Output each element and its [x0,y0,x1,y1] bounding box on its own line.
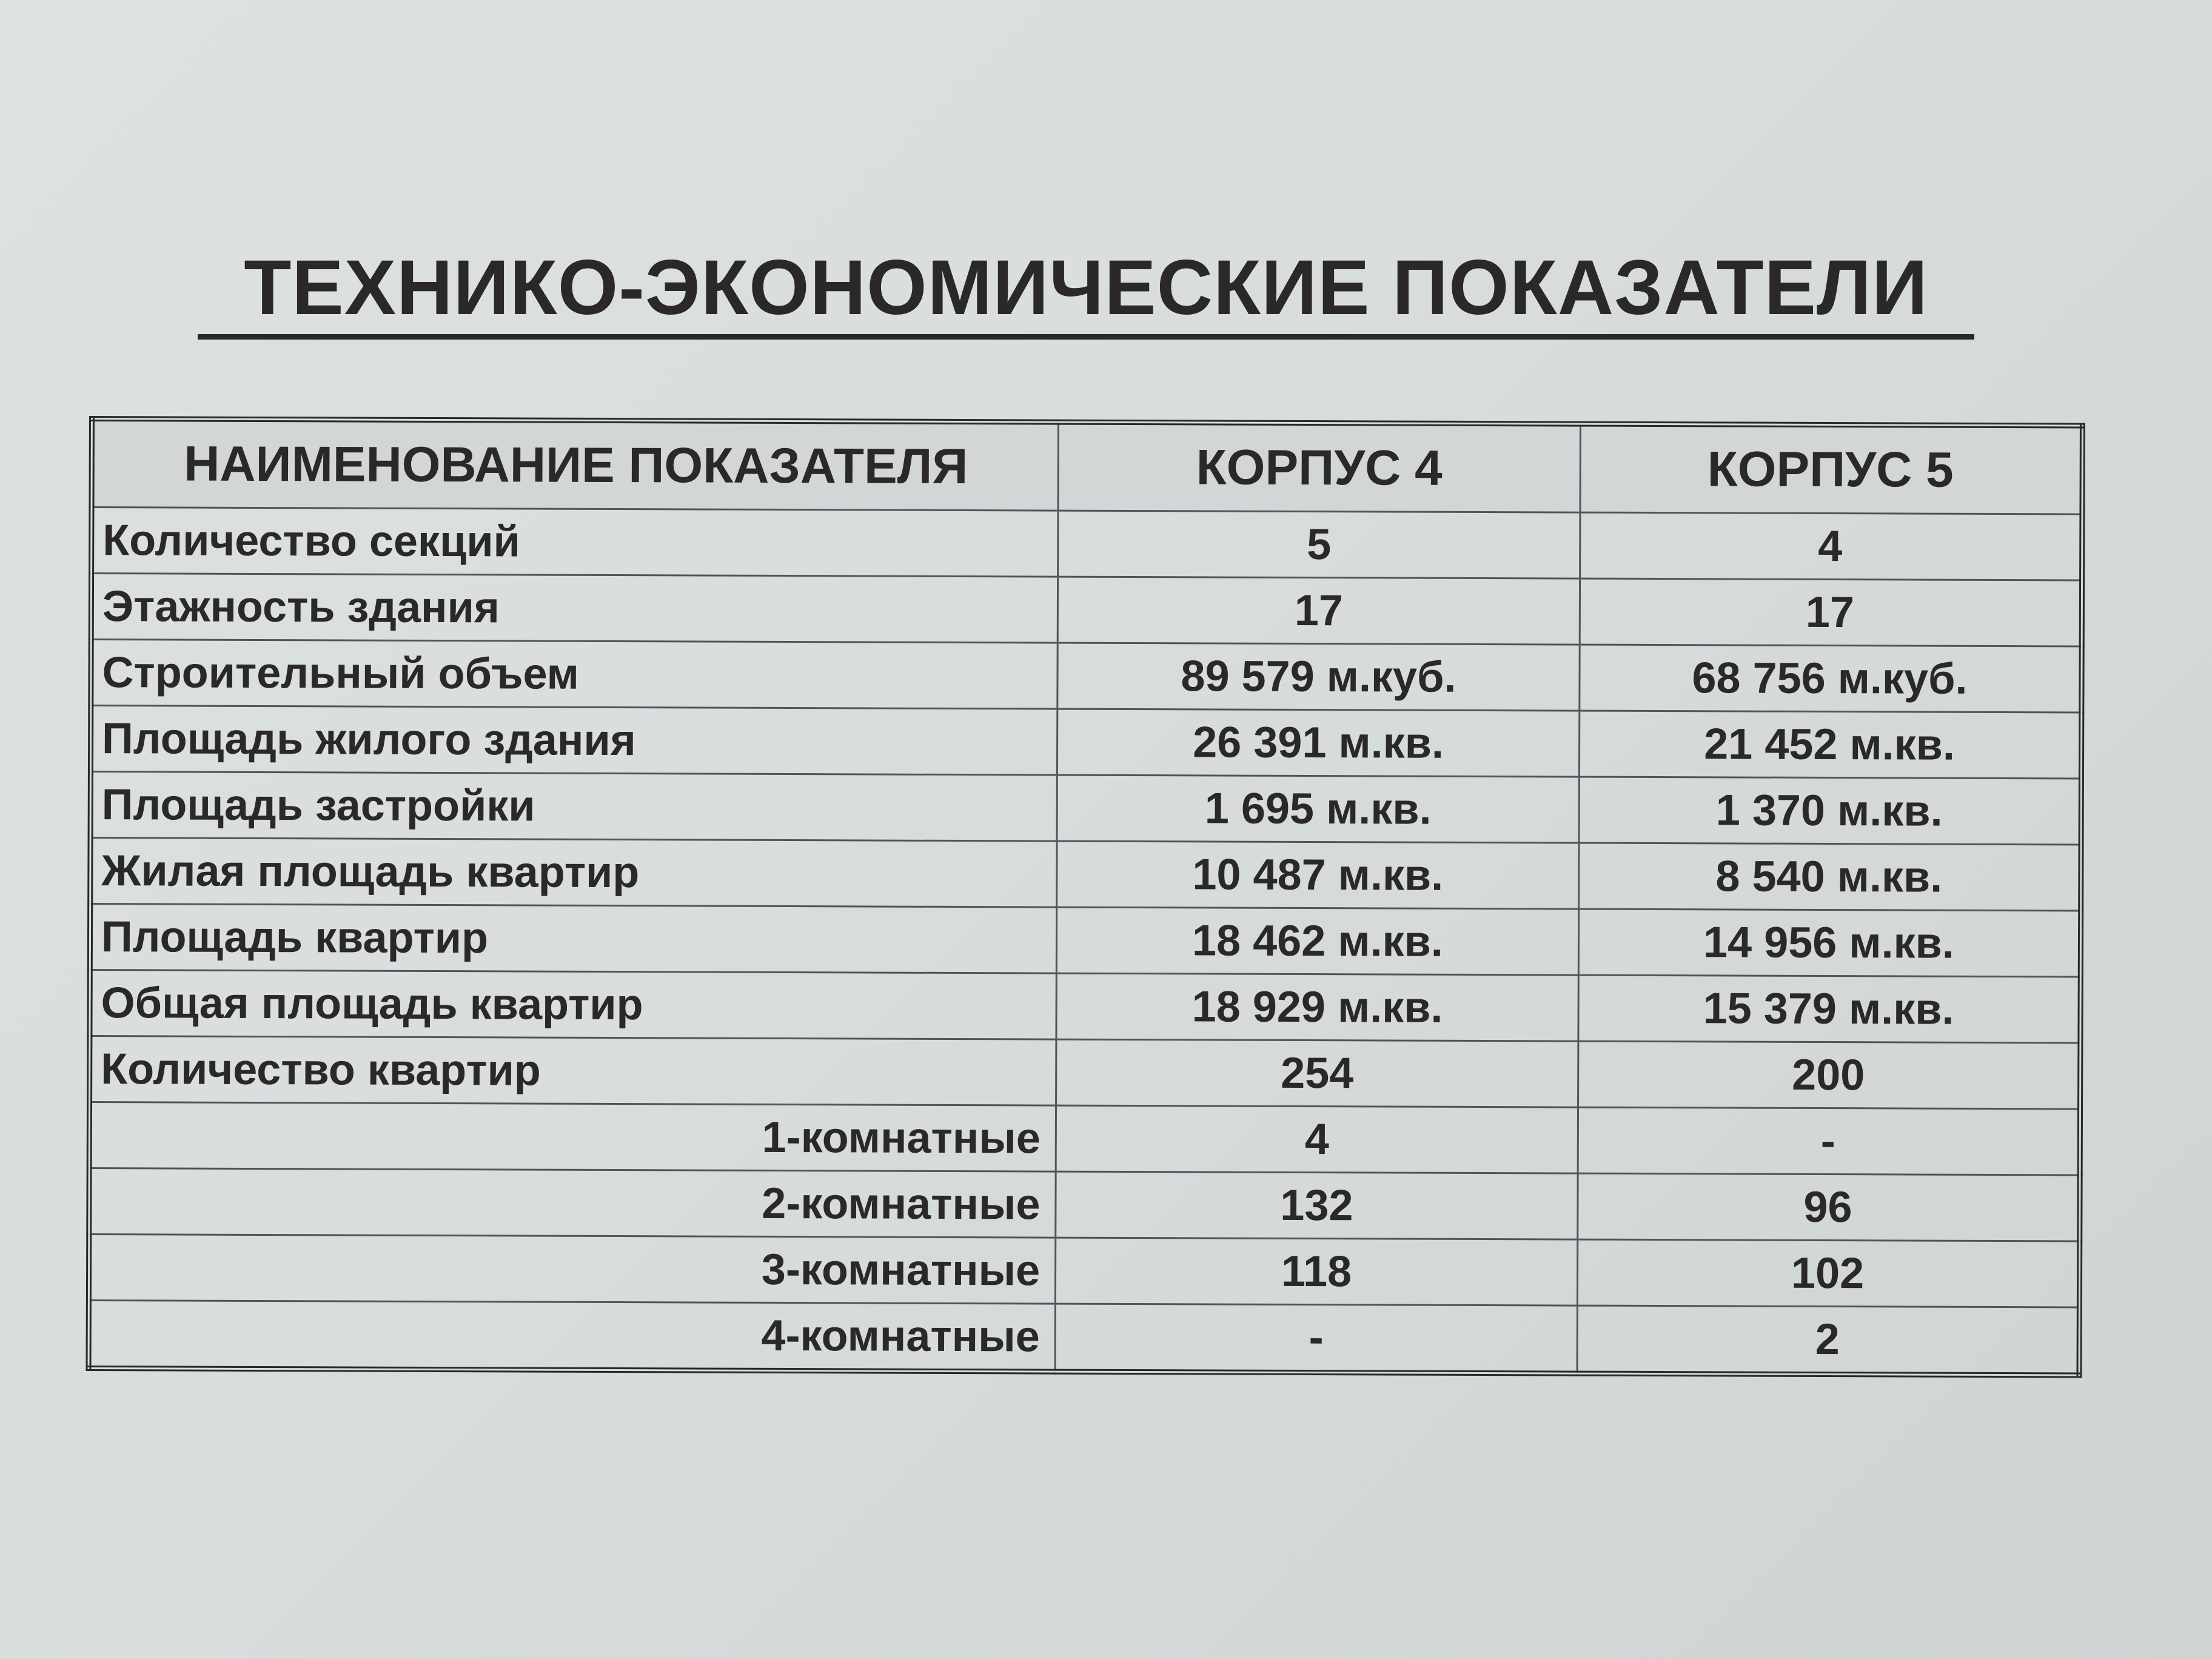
table-body: Количество секций 5 4 Этажность здания 17 17 С… [89,507,2082,1375]
table-row: 4-комнатные -2 [89,1300,2080,1375]
indicator-name-cell: Площадь жилого здания [90,705,1057,776]
table-row: 3-комнатные 118 102 [89,1234,2080,1307]
table-row: Количество квартир 254 200 [89,1036,2080,1109]
indicator-name-cell: Количество секций [91,507,1058,577]
table-row: Площадь застройки 1 695 м.кв. 1 370 м.кв. [90,771,2082,845]
header-building-4: КОРПУС 4 [1057,422,1581,513]
table-row: Количество секций 5 4 [91,507,2082,580]
header-building-5: КОРПУС 5 [1580,424,2083,514]
building-5-value-cell: 21 452 м.кв. [1579,711,2082,779]
building-5-value-cell: 8 540 м.кв. [1578,843,2082,911]
indicator-name-cell: 3-комнатные [89,1234,1056,1304]
indicator-name-cell: Жилая площадь квартир [90,837,1057,908]
building-5-value-cell: 14 956 м.кв. [1578,909,2081,977]
table-row: Общая площадь квартир 18 929 м.кв. 15 379 … [89,970,2081,1043]
building-4-value-cell: 254 [1056,1039,1578,1108]
table-row: Площадь квартир 18 462 м.кв. 14 956 м.кв. [90,903,2081,977]
table-header-row: НАИМЕНОВАНИЕ ПОКАЗАТЕЛЯ КОРПУС 4 КОРПУС … [91,418,2083,514]
table-row: Площадь жилого здания 26 391 м.кв. 21 452 … [90,705,2082,779]
table-row: Строительный объем 89 579 м.куб. 68 756 м.… [90,639,2082,712]
building-5-value-cell: 102 [1577,1239,2080,1307]
building-4-value-cell: 4 [1056,1105,1578,1174]
building-5-value-cell: 15 379 м.кв. [1578,975,2081,1043]
building-5-value-cell: 200 [1578,1041,2080,1109]
indicator-name-cell: Общая площадь квартир [89,970,1057,1040]
indicator-name-cell: Площадь квартир [90,903,1057,974]
building-4-value-cell: 5 [1057,511,1580,579]
indicator-name-cell: Строительный объем [90,639,1058,709]
building-5-value-cell: - [1578,1107,2080,1175]
indicator-name-cell: Количество квартир [89,1036,1056,1106]
building-5-value-cell: 4 [1580,512,2082,580]
building-4-value-cell: - [1055,1304,1578,1374]
indicators-table: НАИМЕНОВАНИЕ ПОКАЗАТЕЛЯ КОРПУС 4 КОРПУС … [85,416,2085,1378]
document-title: ТЕХНИКО-ЭКОНОМИЧЕСКИЕ ПОКАЗАТЕЛИ [198,246,1974,340]
indicator-name-cell: 2-комнатные [89,1168,1056,1238]
building-5-value-cell: 17 [1580,578,2082,646]
building-4-value-cell: 17 [1057,577,1580,645]
indicator-name-cell: 1-комнатные [89,1102,1056,1172]
table-row: 1-комнатные 4- [89,1102,2080,1175]
header-indicator-name: НАИМЕНОВАНИЕ ПОКАЗАТЕЛЯ [91,418,1059,511]
building-4-value-cell: 118 [1055,1238,1578,1306]
building-5-value-cell: 1 370 м.кв. [1579,777,2082,845]
indicator-name-cell: 4-комнатные [89,1300,1056,1372]
indicator-name-cell: Этажность здания [91,573,1058,643]
building-5-value-cell: 68 756 м.куб. [1579,645,2082,712]
indicator-name-cell: Площадь застройки [90,771,1057,842]
building-4-value-cell: 89 579 м.куб. [1057,643,1580,711]
building-4-value-cell: 18 462 м.кв. [1056,907,1579,976]
building-5-value-cell: 2 [1577,1305,2080,1375]
building-5-value-cell: 96 [1577,1173,2080,1241]
building-4-value-cell: 26 391 м.кв. [1057,709,1580,777]
table-row: Жилая площадь квартир 10 487 м.кв. 8 540 м… [90,837,2082,911]
building-4-value-cell: 1 695 м.кв. [1057,775,1580,843]
table-row: 2-комнатные 132 96 [89,1168,2080,1241]
table-row: Этажность здания 17 17 [91,573,2082,646]
building-4-value-cell: 132 [1055,1171,1578,1240]
building-4-value-cell: 10 487 м.кв. [1056,841,1580,910]
building-4-value-cell: 18 929 м.кв. [1056,973,1579,1042]
